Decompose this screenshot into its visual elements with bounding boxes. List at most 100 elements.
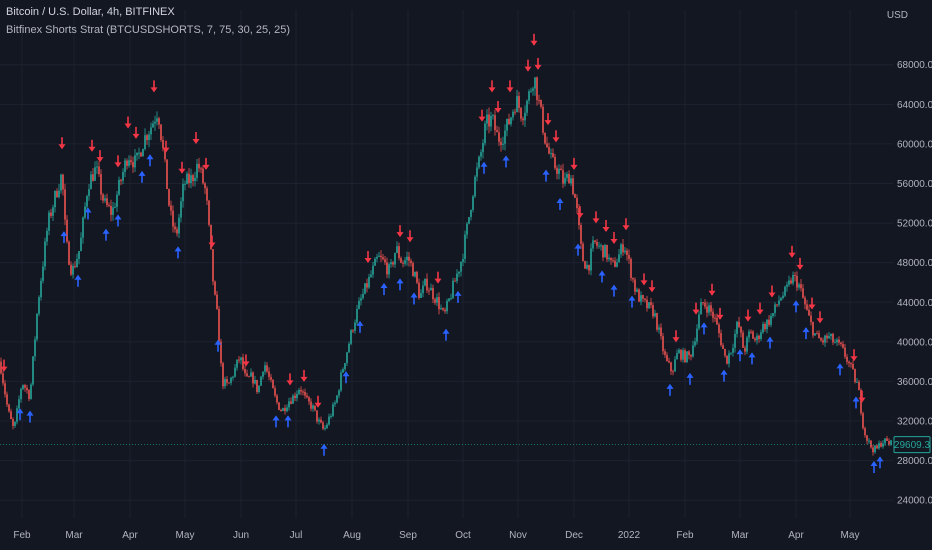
candle-body	[330, 415, 332, 417]
candle-body	[648, 302, 650, 309]
candle-body	[742, 332, 744, 348]
candle-body	[538, 99, 540, 101]
last-price-box	[893, 436, 931, 454]
candle-body	[552, 153, 554, 157]
candle-body	[350, 330, 352, 344]
candle-body	[64, 189, 66, 220]
candle-body	[214, 281, 216, 295]
arrow-head	[356, 320, 364, 326]
arrow-head	[60, 231, 68, 237]
candle-body	[604, 244, 606, 258]
candle-body	[76, 258, 78, 268]
candle-body	[836, 339, 838, 343]
time-axis[interactable]: Feb Mar Apr May Jun Jul Aug Sep Oct Nov Dec 2022 Feb…	[13, 530, 859, 541]
x-tick-label: 2022	[618, 530, 641, 541]
long-signal-arrow	[74, 274, 82, 287]
arrow-head	[666, 383, 674, 389]
candle-body	[532, 88, 534, 91]
candle-body	[854, 369, 856, 382]
candle-body	[682, 350, 684, 360]
arrow-head	[242, 361, 250, 367]
candle-body	[158, 118, 160, 125]
candle-body	[524, 112, 526, 121]
candle-body	[238, 359, 240, 361]
x-tick-label: Feb	[676, 530, 694, 541]
x-tick-label: May	[176, 530, 195, 541]
candle-body	[154, 121, 156, 124]
candle-body	[814, 333, 816, 336]
candle-body	[494, 115, 496, 131]
long-signal-arrow	[114, 214, 122, 227]
candle-body	[126, 160, 128, 166]
candle-body	[336, 395, 338, 403]
candle-body	[476, 167, 478, 177]
long-signal-arrow	[396, 278, 404, 291]
candle-body	[518, 96, 520, 108]
candle-body	[664, 351, 666, 355]
candle-body	[86, 196, 88, 207]
candle-body	[74, 266, 76, 268]
candle-body	[274, 388, 276, 396]
candle-body	[804, 297, 806, 305]
arrow-head	[146, 154, 154, 160]
candle-body	[706, 306, 708, 313]
candle-body	[448, 298, 450, 301]
candle-body	[378, 255, 380, 257]
candle-body	[672, 371, 674, 373]
arrow-head	[74, 274, 82, 280]
arrow-head	[410, 292, 418, 298]
long-signal-arrow	[272, 415, 280, 428]
arrow-head	[858, 397, 866, 403]
short-signal-arrow	[858, 390, 866, 403]
candle-body	[674, 359, 676, 372]
candle-body	[584, 261, 586, 269]
x-tick-label: Feb	[13, 530, 31, 541]
x-tick-label: Mar	[65, 530, 83, 541]
symbol-title[interactable]: Bitcoin / U.S. Dollar, 4h, BITFINEX	[6, 6, 175, 18]
candle-body	[812, 322, 814, 336]
candle-body	[808, 309, 810, 316]
long-signal-arrow	[700, 322, 708, 335]
arrow-head	[628, 295, 636, 301]
candle-body	[574, 194, 576, 198]
candle-body	[786, 284, 788, 287]
arrow-head	[788, 252, 796, 258]
candle-body	[50, 212, 52, 216]
candle-body	[690, 355, 692, 357]
candle-body	[430, 287, 432, 291]
candle-body	[592, 240, 594, 249]
candle-body	[862, 413, 864, 429]
candle-body	[118, 179, 120, 195]
short-signal-arrow	[796, 257, 804, 270]
candle-body	[730, 352, 732, 354]
candle-body	[612, 260, 614, 262]
candle-body	[794, 274, 796, 277]
indicator-legend[interactable]: Bitfinex Shorts Strat (BTCUSDSHORTS, 7, …	[6, 24, 291, 36]
candle-body	[566, 174, 568, 178]
arrow-head	[314, 402, 322, 408]
arrow-head	[850, 356, 858, 362]
candle-body	[644, 298, 646, 300]
candle-body	[44, 241, 46, 267]
candle-body	[790, 280, 792, 284]
arrow-head	[16, 408, 24, 414]
candle-body	[316, 410, 318, 422]
candle-body	[582, 243, 584, 262]
candle-body	[8, 404, 10, 412]
long-signal-arrow	[836, 363, 844, 376]
candle-body	[250, 372, 252, 377]
candle-body	[364, 283, 366, 294]
candle-body	[826, 335, 828, 339]
short-signal-arrow	[570, 157, 578, 170]
candle-body	[70, 264, 72, 275]
candle-body	[60, 174, 62, 191]
short-signal-arrow	[506, 80, 514, 93]
short-signal-arrow	[602, 219, 610, 232]
candle-body	[820, 338, 822, 341]
candle-body	[232, 376, 234, 378]
arrow-head	[138, 170, 146, 176]
price-axis[interactable]: 68000.0 64000.0 60000.0 56000.0 52000.0 48000…	[897, 60, 932, 506]
candle-body	[680, 349, 682, 360]
short-signal-arrow	[96, 150, 104, 163]
